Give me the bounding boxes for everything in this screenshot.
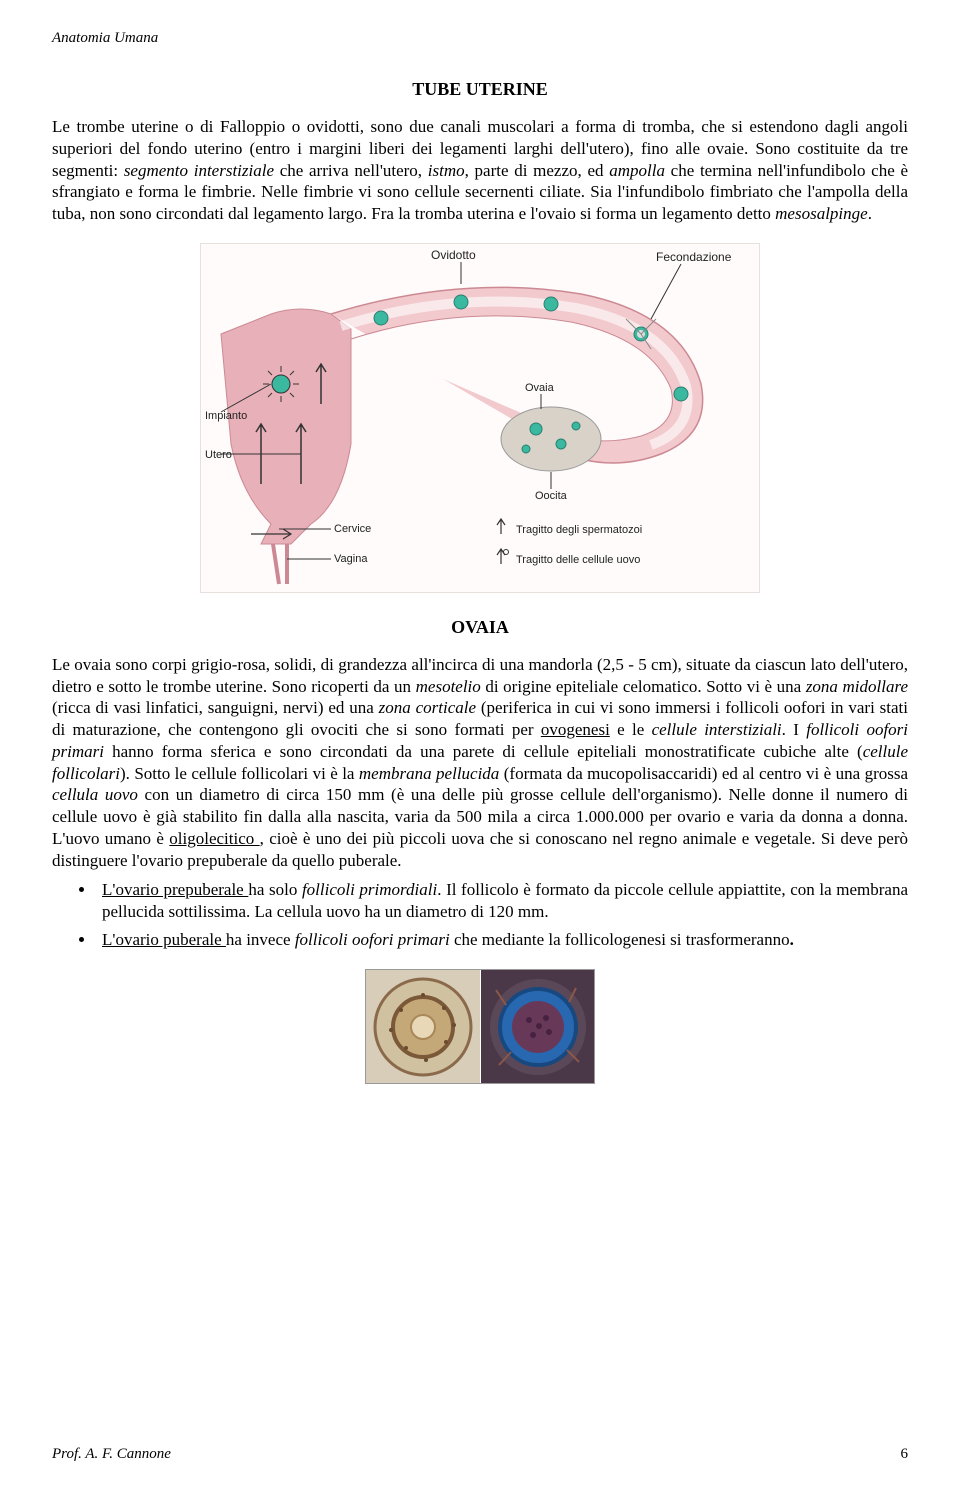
page-header: Anatomia Umana [52, 30, 908, 47]
label-vagina: Vagina [334, 553, 367, 565]
photo-container [52, 969, 908, 1084]
label-utero: Utero [205, 449, 232, 461]
title-ovaia: OVAIA [52, 617, 908, 638]
label-ovaia: Ovaia [525, 382, 554, 394]
label-tragitto-sperma: Tragitto degli spermatozoi [516, 524, 642, 536]
label-ovidotto: Ovidotto [431, 248, 476, 262]
bullet-list: L'ovario prepuberale ha solo follicoli p… [96, 879, 908, 950]
diagram-female-reproductive: Ovidotto Fecondazione Impianto Utero Cer… [200, 243, 760, 593]
title-tube-uterine: TUBE UTERINE [52, 79, 908, 100]
label-tragitto-uovo: Tragitto delle cellule uovo [516, 554, 640, 566]
photo-follicoli [365, 969, 595, 1084]
page-footer: Prof. A. F. Cannone 6 [52, 1446, 908, 1463]
diagram-container: Ovidotto Fecondazione Impianto Utero Cer… [52, 243, 908, 593]
label-oocita: Oocita [535, 490, 567, 502]
paragraph-ovaia: Le ovaia sono corpi grigio-rosa, solidi,… [52, 654, 908, 872]
paragraph-tube-uterine: Le trombe uterine o di Falloppio o ovido… [52, 116, 908, 225]
bullet-puberale: L'ovario puberale ha invece follicoli oo… [96, 929, 908, 951]
label-fecondazione: Fecondazione [656, 250, 731, 264]
footer-author: Prof. A. F. Cannone [52, 1446, 171, 1463]
label-cervice: Cervice [334, 523, 371, 535]
footer-page-number: 6 [901, 1446, 909, 1463]
label-impianto: Impianto [205, 410, 247, 422]
bullet-prepuberale: L'ovario prepuberale ha solo follicoli p… [96, 879, 908, 923]
